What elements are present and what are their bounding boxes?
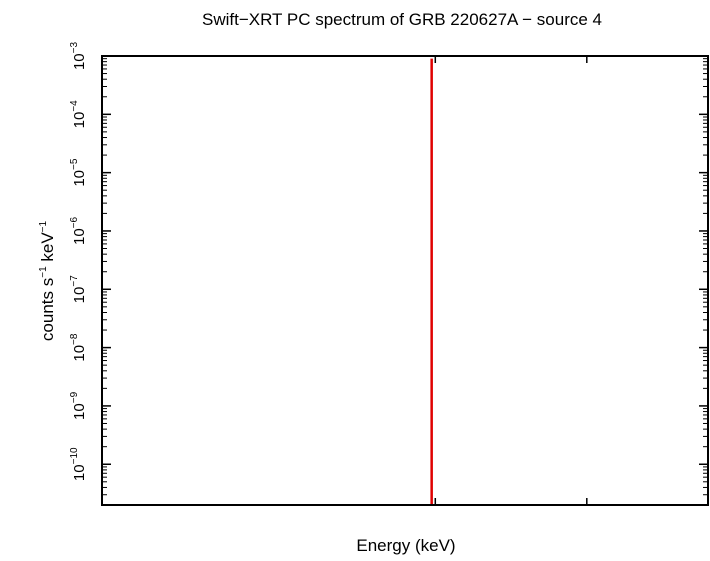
y-tick-label-base: 10 [71,112,88,129]
svg-text:10−8: 10−8 [69,333,88,362]
y-tick-label-exponent: −7 [69,275,80,287]
y-tick-label-exponent: −10 [69,447,80,464]
svg-text:10−7: 10−7 [69,275,88,304]
x-axis-label: Energy (keV) [356,536,455,555]
chart-title: Swift−XRT PC spectrum of GRB 220627A − s… [202,10,602,29]
y-tick-label-exponent: −5 [69,158,80,170]
y-tick-label-base: 10 [71,345,88,362]
y-tick-label-base: 10 [71,403,88,420]
svg-text:10−6: 10−6 [69,216,88,245]
y-tick-label: 10−7 [69,275,88,304]
y-axis-label-middle: keV [38,232,57,267]
y-tick-label: 10−4 [69,100,88,129]
svg-text:10−10: 10−10 [69,447,88,481]
y-tick-label-exponent: −3 [69,42,80,54]
y-axis-label-sup1: −1 [38,266,49,278]
y-tick-label-exponent: −4 [69,100,80,112]
y-tick-label-base: 10 [71,53,88,70]
y-tick-label-base: 10 [71,287,88,304]
y-axis-label-sup2: −1 [38,220,49,232]
y-tick-label: 10−3 [69,42,88,71]
svg-text:10−9: 10−9 [69,391,88,420]
y-tick-label-base: 10 [71,228,88,245]
plot-frame [101,55,709,506]
y-tick-label-base: 10 [71,464,88,481]
y-tick-label: 10−5 [69,158,88,187]
ticks-layer [102,55,708,505]
y-tick-label: 10−6 [69,216,88,245]
svg-text:10−3: 10−3 [69,42,88,71]
y-tick-label-exponent: −8 [69,333,80,345]
y-tick-label-exponent: −6 [69,216,80,228]
y-axis-label: counts s−1 keV−1 [38,220,57,341]
y-axis-label-prefix: counts s [38,278,57,341]
svg-text:10−4: 10−4 [69,100,88,129]
y-tick-label: 10−9 [69,391,88,420]
y-tick-label: 10−10 [69,447,88,481]
svg-text:counts s−1 keV−1: counts s−1 keV−1 [38,220,57,341]
y-tick-label-base: 10 [71,170,88,187]
svg-text:10−5: 10−5 [69,158,88,187]
y-tick-label: 10−8 [69,333,88,362]
y-tick-label-exponent: −9 [69,391,80,403]
